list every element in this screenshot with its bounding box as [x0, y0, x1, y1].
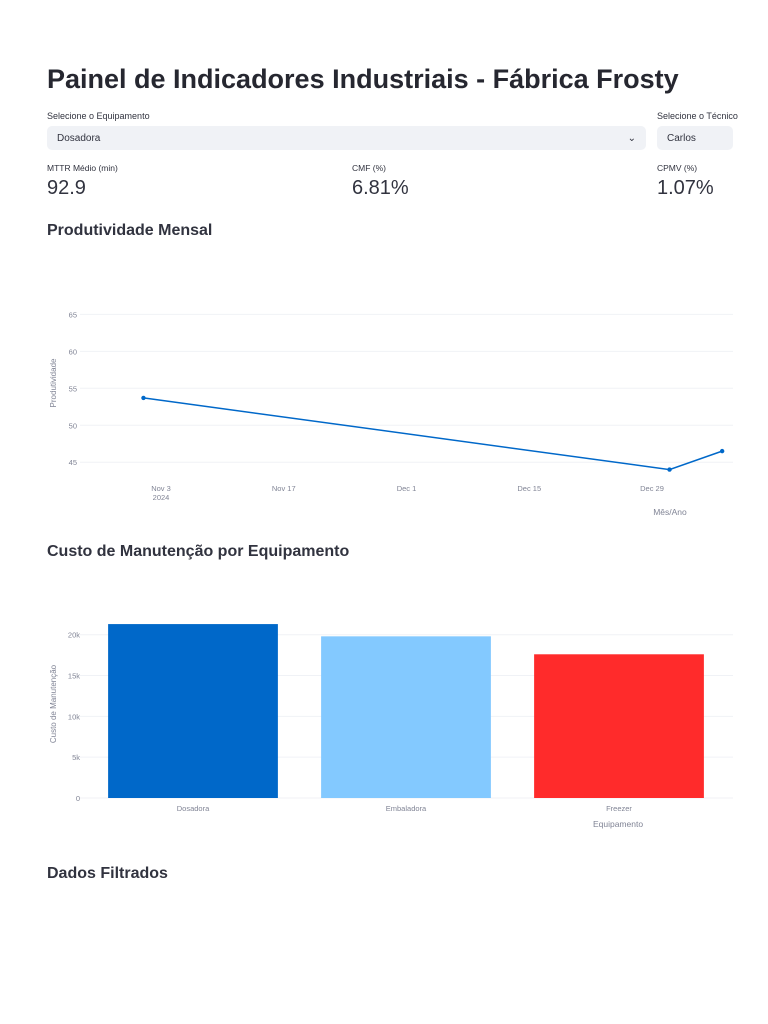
- technician-select-label: Selecione o Técnico: [657, 111, 738, 121]
- line-chart-x-tick-year: 2024: [153, 493, 170, 502]
- line-chart-point: [141, 395, 146, 401]
- maintenance-cost-bar-chart: 0 5k 10k 15k 20k Dosadora Embaladora Freezer C…: [49, 624, 733, 829]
- metric-value-cmf: 6.81%: [352, 177, 409, 199]
- bar-chart-y-axis-label: Custo de Manutenção: [49, 664, 58, 743]
- metric-label-mttr: MTTR Médio (min): [47, 163, 118, 173]
- bar-chart-x-tick-label: Embaladora: [386, 804, 427, 813]
- line-series-productivity: [143, 397, 723, 471]
- bar-chart-y-tick-label: 0: [76, 794, 80, 803]
- chevron-down-icon: ⌄: [627, 132, 636, 144]
- technician-select-value: Carlos: [667, 132, 696, 144]
- page-title: Painel de Indicadores Industriais - Fábr…: [47, 64, 679, 94]
- equipment-select-value: Dosadora: [57, 132, 101, 144]
- filtered-data-section-title: Dados Filtrados: [47, 865, 168, 882]
- bar-chart-x-tick-label: Freezer: [606, 804, 632, 813]
- productivity-section-title: Produtividade Mensal: [47, 222, 213, 239]
- bar-embaladora: [321, 636, 491, 798]
- line-chart-x-tick-label: Nov 17: [272, 484, 296, 493]
- line-chart-x-tick-label: Dec 15: [517, 484, 541, 493]
- bar-chart-y-tick-label: 10k: [68, 712, 80, 721]
- equipment-select[interactable]: Dosadora ⌄: [47, 126, 646, 150]
- line-chart-point: [719, 448, 725, 454]
- equipment-select-label: Selecione o Equipamento: [47, 111, 150, 121]
- bar-dosadora: [108, 624, 278, 798]
- metric-label-cpmv: CPMV (%): [657, 163, 698, 173]
- line-chart-x-tick-label: Dec 29: [640, 484, 664, 493]
- bar-chart-y-tick-label: 15k: [68, 672, 80, 681]
- line-chart-y-tick-label: 50: [69, 421, 77, 430]
- metric-label-cmf: CMF (%): [352, 163, 386, 173]
- line-chart-x-tick-label: Dec 1: [397, 484, 417, 493]
- line-chart-point: [667, 467, 672, 472]
- line-chart-x-tick-label: Nov 3: [151, 484, 171, 493]
- metric-value-cpmv: 1.07%: [657, 177, 714, 199]
- metric-value-mttr: 92.9: [47, 177, 86, 199]
- maintenance-cost-section-title: Custo de Manutenção por Equipamento: [47, 543, 350, 560]
- line-chart-y-axis-label: Produtividade: [49, 358, 58, 407]
- line-chart-y-tick-label: 65: [69, 310, 77, 319]
- line-chart-y-tick-label: 45: [69, 458, 77, 467]
- line-chart-y-tick-label: 60: [69, 347, 77, 356]
- bar-chart-y-tick-label: 5k: [72, 753, 80, 762]
- bar-chart-x-axis-label: Equipamento: [593, 819, 643, 829]
- technician-select[interactable]: Carlos: [657, 126, 733, 150]
- line-chart-y-tick-label: 55: [69, 384, 77, 393]
- line-chart-x-axis-label: Mês/Ano: [653, 507, 687, 517]
- bar-chart-y-tick-label: 20k: [68, 631, 80, 640]
- bar-chart-x-tick-label: Dosadora: [177, 804, 210, 813]
- bar-freezer: [534, 654, 704, 798]
